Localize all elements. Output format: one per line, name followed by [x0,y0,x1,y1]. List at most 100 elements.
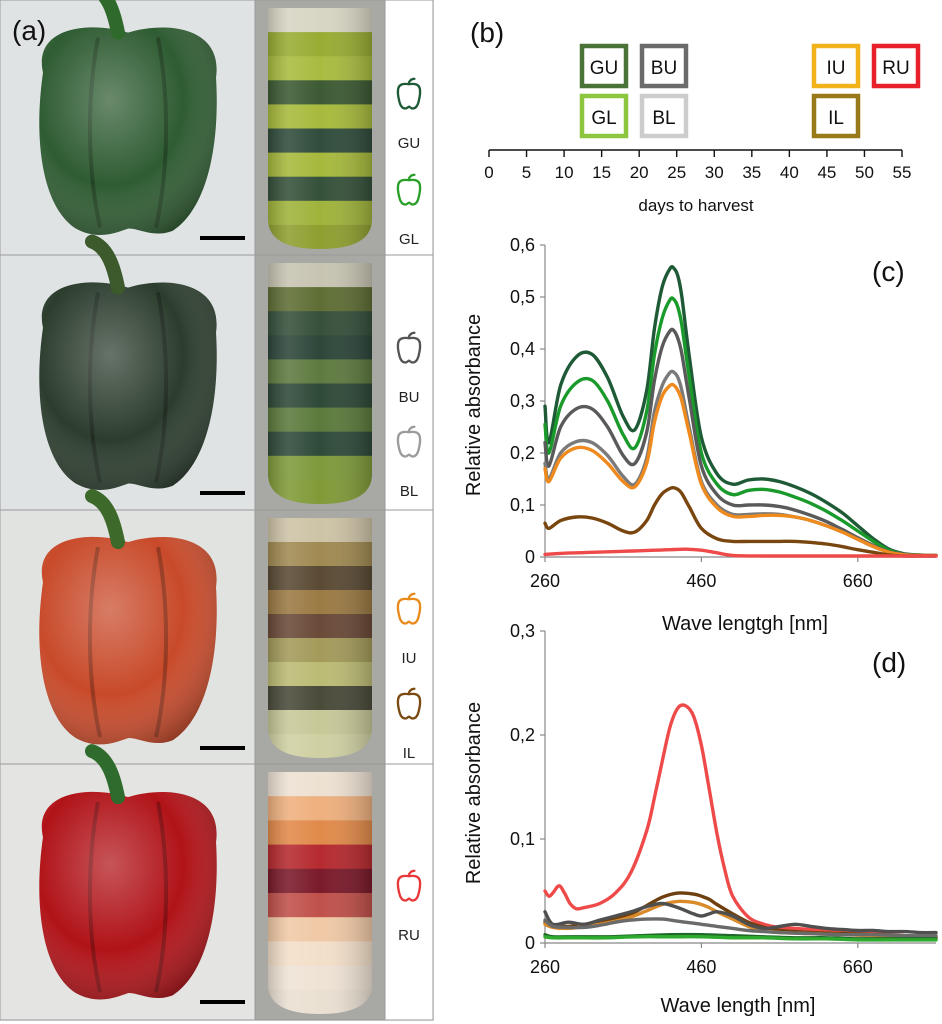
stage-box-label: IL [828,108,844,129]
series-line-bu [543,901,938,935]
stage-box-label: RU [882,58,909,79]
stage-box-frame [579,93,629,139]
panel-d-ylabel: Relative absorbance [463,702,485,884]
timeline-tick-label: 40 [780,163,799,182]
y-tick-label: 0,5 [510,287,535,307]
series-line-gl [543,296,938,558]
pepper-photo [39,234,217,490]
timeline-tick-label: 35 [742,163,761,182]
y-tick-label: 0,3 [510,621,535,641]
pepper-photo [39,744,217,1000]
stage-box-frame [639,43,689,89]
y-tick-label: 0,2 [510,443,535,463]
pepper-stem [98,0,125,40]
scale-bar [200,236,245,240]
x-tick-label: 260 [530,571,560,591]
stage-box-frame [811,93,861,139]
pepper-photo [39,489,217,745]
stage-box-frame [811,43,861,89]
x-tick-label: 460 [686,957,716,977]
pepper-stem [85,489,125,550]
y-tick-label: 0,3 [510,391,535,411]
y-tick-label: 0 [525,933,535,953]
stage-box-label: BU [651,58,677,79]
scale-bar [200,1000,245,1004]
series-line-bl [543,917,938,938]
timeline-tick-label: 20 [630,163,649,182]
panel-a-row [0,234,434,511]
x-tick-label: 260 [530,957,560,977]
panel-a-row [0,744,434,1021]
stage-box-ru: RU [871,43,921,89]
stage-icon-label: GL [399,231,419,248]
panel-a-label: (a) [12,15,46,46]
y-tick-label: 0,1 [510,829,535,849]
icon-column [384,254,434,511]
x-tick-label: 660 [843,571,873,591]
series-line-iu [543,382,938,558]
panel-d-xlabel: Wave length [nm] [661,995,816,1017]
y-tick-label: 0,4 [510,339,535,359]
panel-b-label: (b) [470,17,504,48]
timeline-tick-label: 25 [667,163,686,182]
series-line-ru [543,703,938,940]
y-tick-label: 0 [525,547,535,567]
scale-bar [200,746,245,750]
stage-icon-gl: GL [396,173,422,248]
timeline-tick-label: 50 [855,163,874,182]
stage-box-gu: GU [579,43,629,89]
y-tick-label: 0,2 [510,725,535,745]
pepper-stem [85,234,125,295]
series-line-bl [543,369,938,558]
timeline-tick-label: 30 [705,163,724,182]
x-tick-label: 460 [686,571,716,591]
stage-icon-ru: RU [396,869,422,944]
panel-c-chart: (c) 0 0,1 0,2 0,3 0,4 0,5 0,6 260 460 660 Wave le… [463,235,938,635]
panel-a: GU GL BU BL IU IL RU (a) [0,0,434,1021]
timeline-tick-label: 15 [592,163,611,182]
stage-icon-label: IU [402,650,417,667]
stage-icon-label: BL [400,483,418,500]
stage-icon-iu: IU [396,592,422,667]
stage-box-gl: GL [579,93,629,139]
stage-icon-label: BU [399,389,420,406]
stage-icon-bu: BU [396,331,422,406]
y-tick-label: 0,1 [510,495,535,515]
gradient-tube [268,518,372,758]
panel-b-timeline: (b) GU BU GL BL IU RU IL 0 5 10 15 20 25 30 35 40 45 50 5… [470,17,921,215]
gradient-tube [268,8,372,249]
stage-box-bl: BL [639,93,689,139]
icon-column [384,0,434,256]
timeline-tick-label: 5 [522,163,531,182]
stage-box-label: GL [591,108,616,129]
stage-box-label: BL [652,108,675,129]
stage-icon-bl: BL [396,425,422,500]
stage-box-frame [871,43,921,89]
x-tick-label: 660 [843,957,873,977]
panel-a-row [0,0,434,256]
stage-box-iu: IU [811,43,861,89]
y-tick-label: 0,6 [510,235,535,255]
timeline-tick-label: 55 [893,163,912,182]
stage-box-frame [579,43,629,89]
stage-icon-label: RU [398,927,420,944]
series-line-gl [543,935,938,942]
stage-box-frame [639,93,689,139]
icon-column [384,763,434,1021]
series-line-il [543,485,938,558]
pepper-stem [85,744,125,805]
stage-box-il: IL [811,93,861,139]
panel-b-xlabel: days to harvest [638,196,754,215]
series-line-gu [543,265,938,558]
panel-c-xlabel: Wave lengtgh [nm] [662,613,828,635]
stage-box-label: IU [827,58,846,79]
scale-bar [200,491,245,495]
stage-icon-gu: GU [396,77,422,152]
gradient-tube [268,263,372,504]
stage-icon-il: IL [396,687,422,762]
panel-d-chart: (d) 0 0,1 0,2 0,3 260 460 660 Wave length [nm]… [463,621,938,1017]
panel-c-ylabel: Relative absorbance [463,314,485,496]
icon-column [384,509,434,765]
panel-c-label: (c) [872,256,905,287]
stage-icon-label: IL [403,745,416,762]
